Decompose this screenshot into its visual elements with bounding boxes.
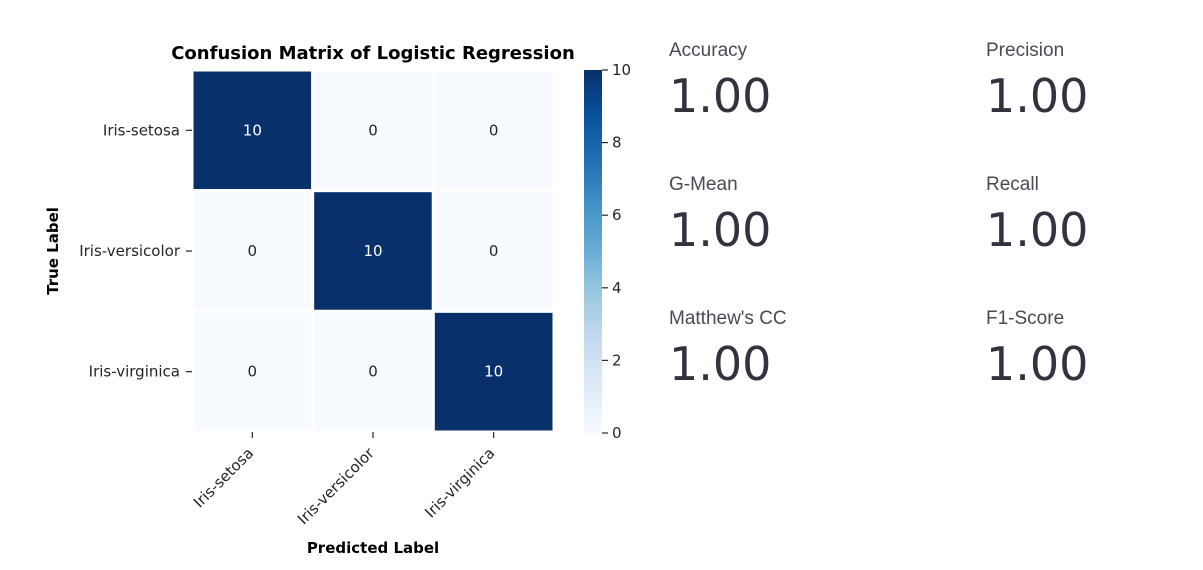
cell-value-label: 0 bbox=[248, 363, 258, 381]
metric-value: 1.00 bbox=[669, 69, 772, 123]
colorbar-ticks: 0 2 4 6 8 10 bbox=[602, 61, 631, 442]
metric-f1-score: F1-Score 1.00 bbox=[986, 308, 1203, 390]
metric-matthews-cc: Matthew's CC 1.00 bbox=[669, 308, 919, 390]
metric-label: F1-Score bbox=[986, 308, 1065, 329]
cell-value-label: 10 bbox=[243, 121, 262, 139]
heatmap-cells: 10 0 0 0 10 0 0 0 10 bbox=[190, 68, 556, 434]
chart-title: Confusion Matrix of Logistic Regression bbox=[171, 43, 575, 64]
metric-label: Recall bbox=[986, 174, 1039, 195]
cell-value-label: 0 bbox=[368, 121, 378, 139]
y-axis-label: True Label bbox=[44, 207, 62, 295]
colorbar-tick-label: 6 bbox=[612, 206, 622, 224]
y-axis-ticks: Iris-setosa Iris-versicolor Iris-virginica bbox=[79, 121, 192, 381]
metric-value: 1.00 bbox=[986, 69, 1089, 123]
confusion-matrix-chart: Confusion Matrix of Logistic Regression … bbox=[44, 43, 631, 557]
x-tick-label: Iris-virginica bbox=[421, 444, 498, 521]
cell-value-label: 0 bbox=[248, 242, 258, 260]
metric-label: Matthew's CC bbox=[669, 308, 787, 329]
x-axis-label: Predicted Label bbox=[307, 539, 439, 557]
y-tick-label: Iris-versicolor bbox=[79, 242, 181, 260]
colorbar-tick-label: 4 bbox=[612, 279, 622, 297]
heatmap-cell bbox=[431, 189, 556, 313]
y-tick-label: Iris-virginica bbox=[89, 363, 180, 381]
metric-value: 1.00 bbox=[986, 337, 1089, 391]
cell-value-label: 0 bbox=[489, 121, 499, 139]
colorbar-tick-label: 0 bbox=[612, 424, 622, 442]
heatmap-cell bbox=[311, 68, 435, 193]
heatmap-cell bbox=[311, 309, 435, 434]
x-axis-ticks: Iris-setosa Iris-versicolor Iris-virginica bbox=[190, 432, 498, 529]
metric-precision: Precision 1.00 bbox=[986, 40, 1203, 122]
metric-label: G-Mean bbox=[669, 174, 738, 195]
x-tick-label: Iris-setosa bbox=[190, 444, 257, 511]
colorbar-tick-label: 8 bbox=[612, 134, 622, 152]
cell-value-label: 0 bbox=[368, 363, 378, 381]
colorbar-tick-label: 10 bbox=[612, 61, 631, 79]
metric-value: 1.00 bbox=[669, 203, 772, 257]
metric-accuracy: Accuracy 1.00 bbox=[669, 40, 919, 122]
metric-label: Precision bbox=[986, 40, 1065, 61]
colorbar-tick-label: 2 bbox=[612, 351, 622, 369]
metric-g-mean: G-Mean 1.00 bbox=[669, 174, 919, 256]
x-tick-label: Iris-versicolor bbox=[294, 444, 379, 529]
cell-value-label: 10 bbox=[363, 242, 382, 260]
metric-recall: Recall 1.00 bbox=[986, 174, 1203, 256]
metric-value: 1.00 bbox=[669, 337, 772, 391]
y-tick-label: Iris-setosa bbox=[103, 121, 180, 139]
cell-value-label: 0 bbox=[489, 242, 499, 260]
metric-label: Accuracy bbox=[669, 40, 748, 61]
cell-value-label: 10 bbox=[484, 363, 503, 381]
metric-value: 1.00 bbox=[986, 203, 1089, 257]
colorbar bbox=[584, 70, 602, 433]
